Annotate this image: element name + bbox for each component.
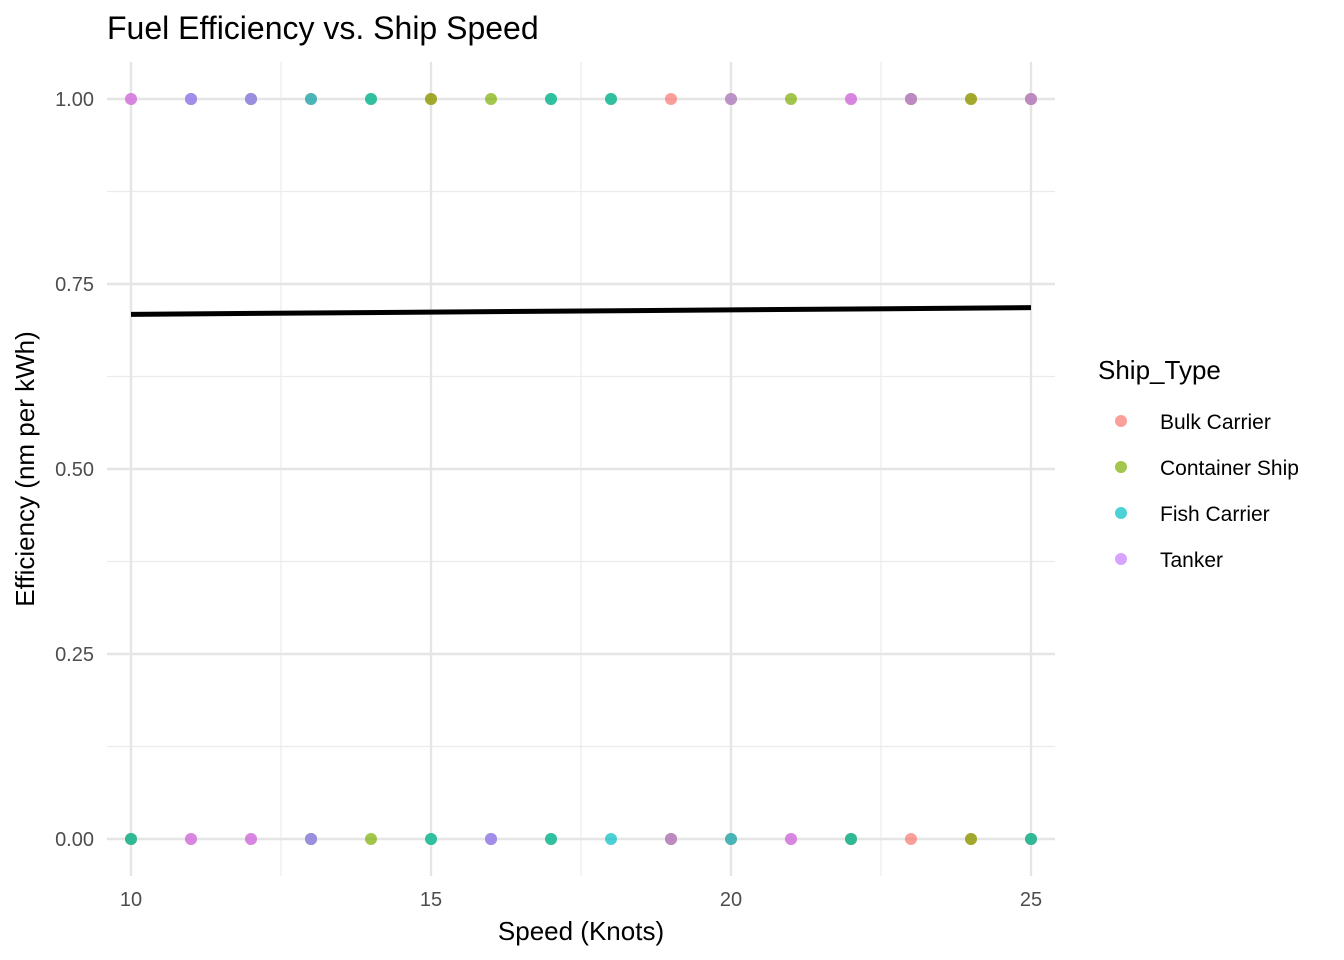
y-axis-ticks: 0.00 0.25 0.50 0.75 1.00 (55, 89, 94, 851)
data-point (245, 93, 257, 105)
data-point (965, 833, 977, 845)
legend-key (1115, 415, 1127, 427)
data-point (305, 93, 317, 105)
data-point (605, 93, 617, 105)
data-point (545, 833, 557, 845)
data-point (665, 93, 677, 105)
data-point (785, 93, 797, 105)
y-tick-label: 1.00 (55, 89, 94, 111)
data-point (545, 93, 557, 105)
y-tick-label: 0.75 (55, 274, 94, 296)
x-tick-label: 10 (120, 889, 142, 911)
data-point (665, 833, 677, 845)
data-point (425, 93, 437, 105)
y-tick-label: 0.50 (55, 459, 94, 481)
grid-lines (107, 62, 1055, 876)
y-tick-label: 0.00 (55, 829, 94, 851)
data-point (425, 833, 437, 845)
legend-key (1115, 461, 1127, 473)
data-point (905, 833, 917, 845)
data-point (785, 833, 797, 845)
data-point (365, 93, 377, 105)
data-point (845, 93, 857, 105)
data-point (725, 93, 737, 105)
legend-label: Fish Carrier (1160, 503, 1270, 526)
x-axis-title: Speed (Knots) (498, 916, 664, 946)
data-point (185, 93, 197, 105)
data-point (245, 833, 257, 845)
legend-key (1115, 553, 1127, 565)
legend: Ship_Type Bulk Carrier Container Ship Fish… (1098, 355, 1299, 572)
data-point (125, 93, 137, 105)
data-point (725, 833, 737, 845)
legend-key (1115, 507, 1127, 519)
chart-title: Fuel Efficiency vs. Ship Speed (107, 10, 539, 46)
y-axis-title: Efficiency (nm per kWh) (10, 331, 40, 606)
data-point (1025, 93, 1037, 105)
data-point (905, 93, 917, 105)
x-tick-label: 15 (420, 889, 442, 911)
x-tick-label: 20 (720, 889, 742, 911)
data-point (485, 833, 497, 845)
data-point (965, 93, 977, 105)
data-points (125, 93, 1037, 845)
legend-label: Container Ship (1160, 457, 1299, 480)
y-tick-label: 0.25 (55, 644, 94, 666)
trend-line (130, 305, 1032, 317)
legend-title: Ship_Type (1098, 355, 1221, 385)
x-axis-ticks: 10 15 20 25 (120, 889, 1042, 911)
data-point (845, 833, 857, 845)
data-point (125, 833, 137, 845)
legend-label: Bulk Carrier (1160, 411, 1271, 434)
data-point (485, 93, 497, 105)
data-point (1025, 833, 1037, 845)
x-tick-label: 25 (1020, 889, 1042, 911)
data-point (365, 833, 377, 845)
data-point (605, 833, 617, 845)
legend-label: Tanker (1160, 549, 1223, 572)
trend-line-group (130, 305, 1032, 317)
data-point (305, 833, 317, 845)
data-point (185, 833, 197, 845)
